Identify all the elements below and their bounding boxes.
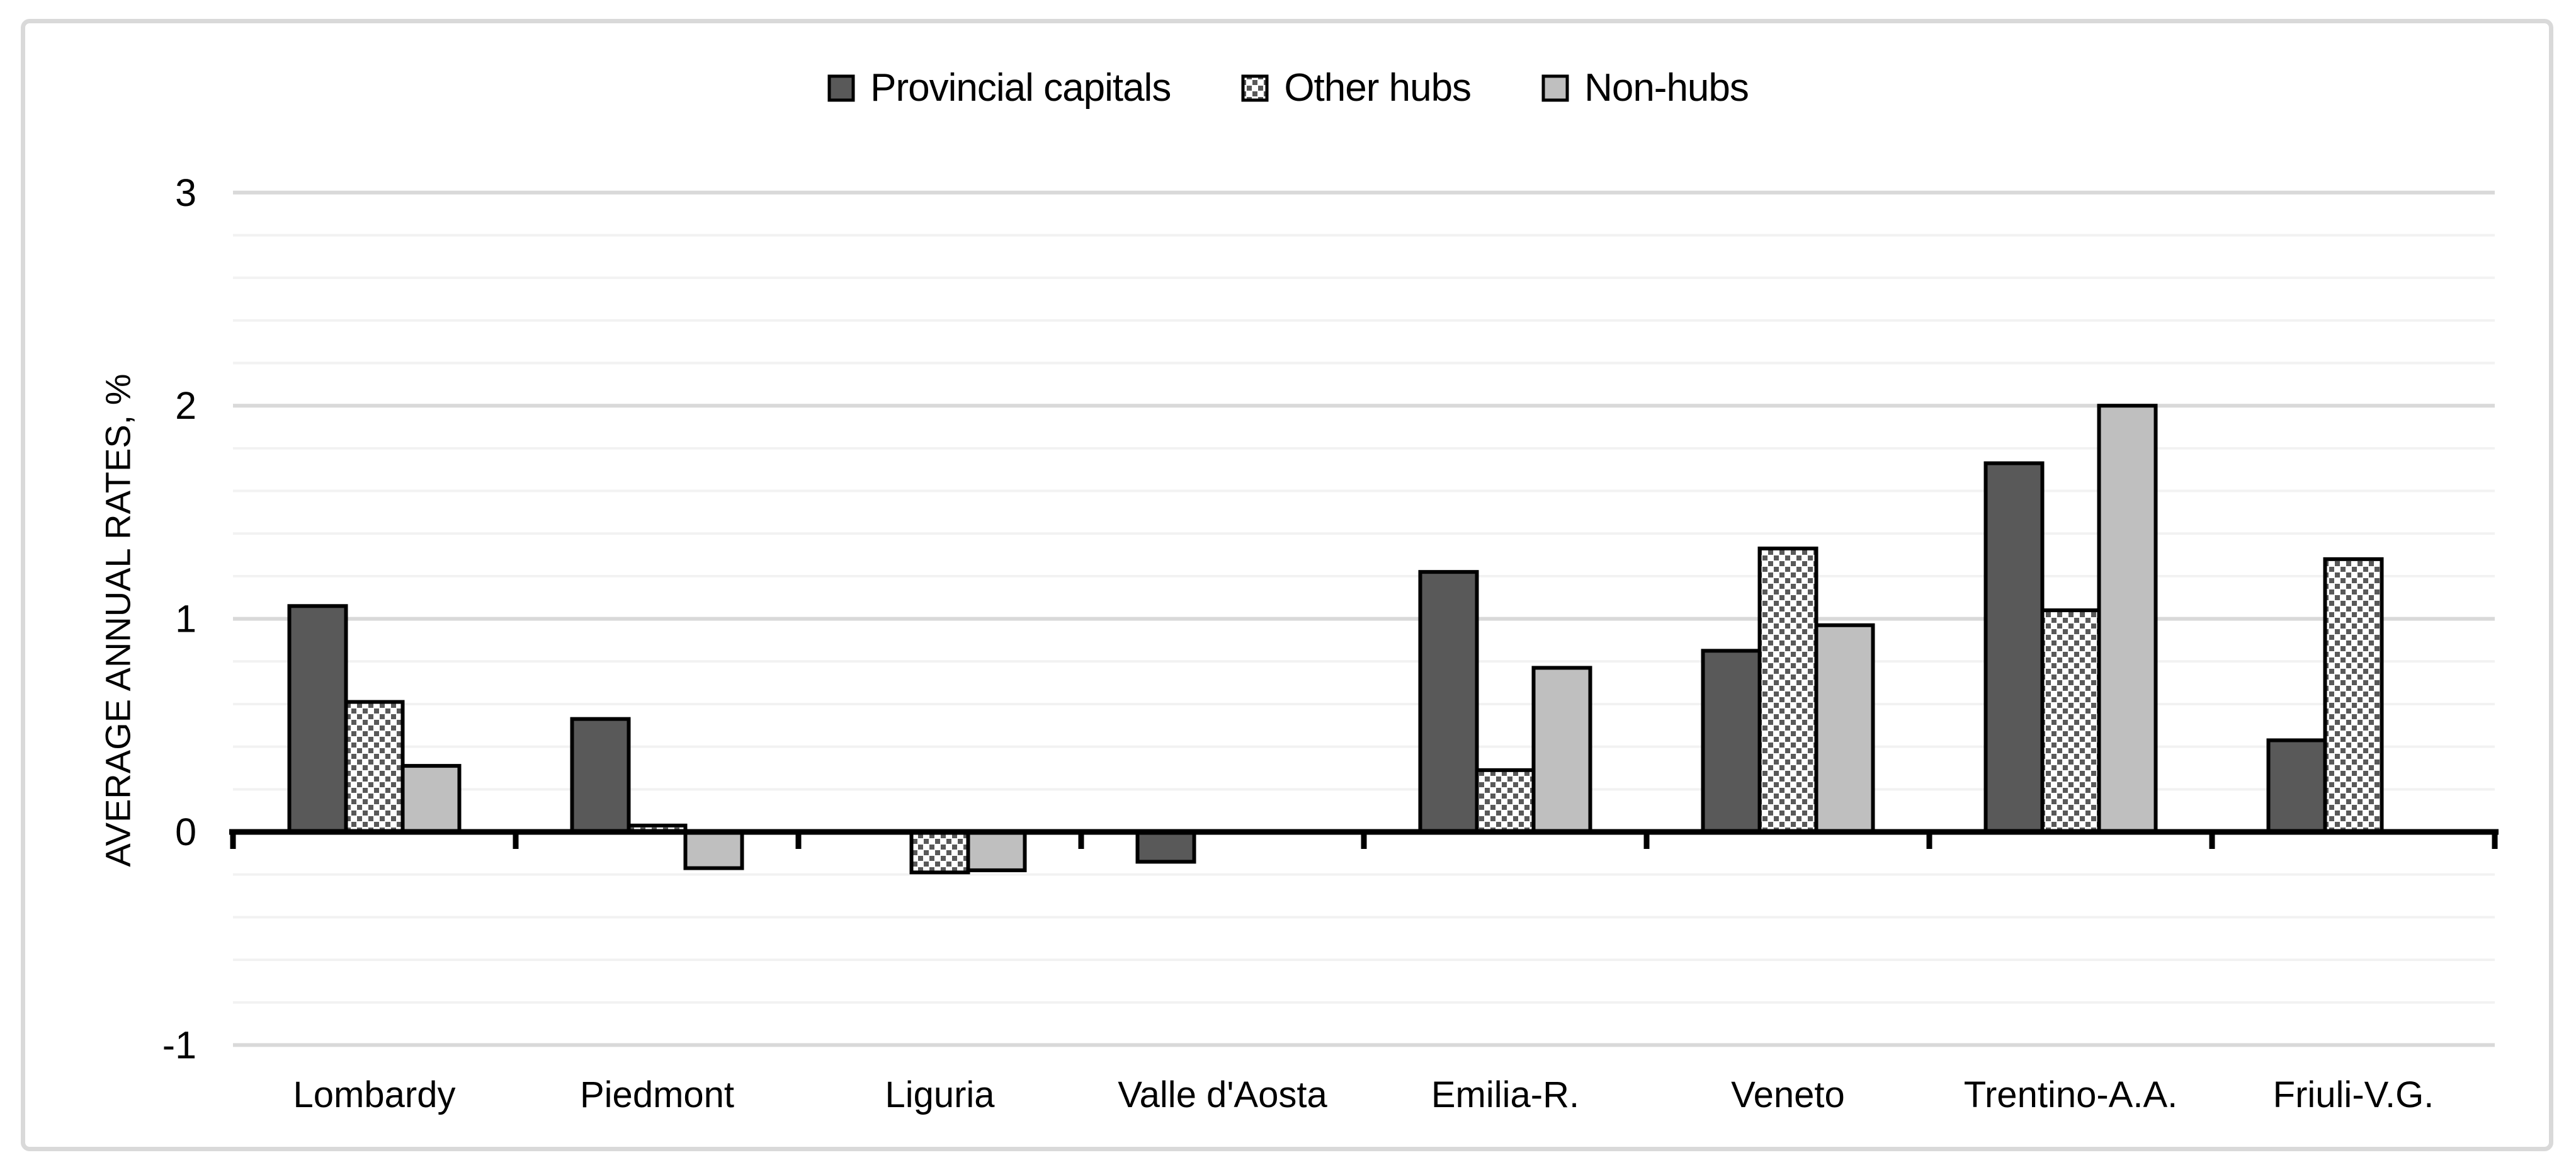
y-tick-label-1: 1 — [175, 598, 196, 640]
x-category-label-liguria: Liguria — [885, 1074, 995, 1115]
y-tick-label-3: 3 — [175, 171, 196, 214]
x-category-label-veneto: Veneto — [1731, 1074, 1845, 1115]
x-category-label-valle-d-aosta: Valle d'Aosta — [1118, 1074, 1327, 1115]
y-axis-title: AVERAGE ANNUAL RATES, % — [98, 373, 138, 867]
axes — [229, 829, 2499, 849]
bar-other-hubs-friuli-v-g — [2323, 557, 2384, 834]
x-axis-tick — [1361, 832, 1367, 849]
x-axis-tick — [230, 832, 236, 849]
y-tick-label-1: -1 — [162, 1023, 196, 1066]
x-axis-tick — [1078, 832, 1084, 849]
bar-provincial-capitals-veneto — [1701, 649, 1762, 834]
x-axis-tick — [1643, 832, 1650, 849]
bar-other-hubs-emilia-r — [1475, 768, 1536, 834]
x-category-label-trentino-a-a: Trentino-A.A. — [1964, 1074, 2178, 1115]
x-category-label-piedmont: Piedmont — [580, 1074, 734, 1115]
bar-provincial-capitals-friuli-v-g — [2266, 738, 2327, 834]
bars — [287, 404, 2384, 875]
x-category-label-emilia-r: Emilia-R. — [1431, 1074, 1579, 1115]
x-axis-tick — [795, 832, 802, 849]
bar-provincial-capitals-lombardy — [287, 604, 348, 834]
y-tick-label-2: 2 — [175, 384, 196, 427]
bar-non-hubs-lombardy — [400, 764, 462, 834]
x-axis-tick — [1926, 832, 1932, 849]
x-category-label-lombardy: Lombardy — [293, 1074, 456, 1115]
x-axis-tick — [2492, 832, 2498, 849]
bar-provincial-capitals-valle-d-aosta — [1135, 830, 1196, 864]
bar-provincial-capitals-trentino-a-a — [1983, 461, 2045, 834]
bar-other-hubs-veneto — [1757, 546, 1819, 834]
x-axis-tick — [513, 832, 519, 849]
bar-non-hubs-liguria — [966, 830, 1027, 872]
bar-provincial-capitals-piedmont — [570, 717, 631, 834]
bar-non-hubs-veneto — [1814, 623, 1875, 834]
axis-labels: 3 2 1 0 -1 Lombardy Piedmont Liguria Valle d'Aos… — [162, 171, 2434, 1115]
bar-other-hubs-trentino-a-a — [2040, 608, 2101, 834]
bar-provincial-capitals-emilia-r — [1418, 570, 1479, 834]
bar-other-hubs-liguria — [909, 830, 970, 875]
y-tick-label-0: 0 — [175, 811, 196, 853]
bar-non-hubs-emilia-r — [1531, 666, 1592, 834]
bar-non-hubs-trentino-a-a — [2097, 404, 2158, 834]
bar-other-hubs-lombardy — [344, 700, 405, 834]
x-axis-tick — [2209, 832, 2215, 849]
x-category-label-friuli-v-g: Friuli-V.G. — [2273, 1074, 2434, 1115]
bar-non-hubs-piedmont — [683, 830, 744, 870]
